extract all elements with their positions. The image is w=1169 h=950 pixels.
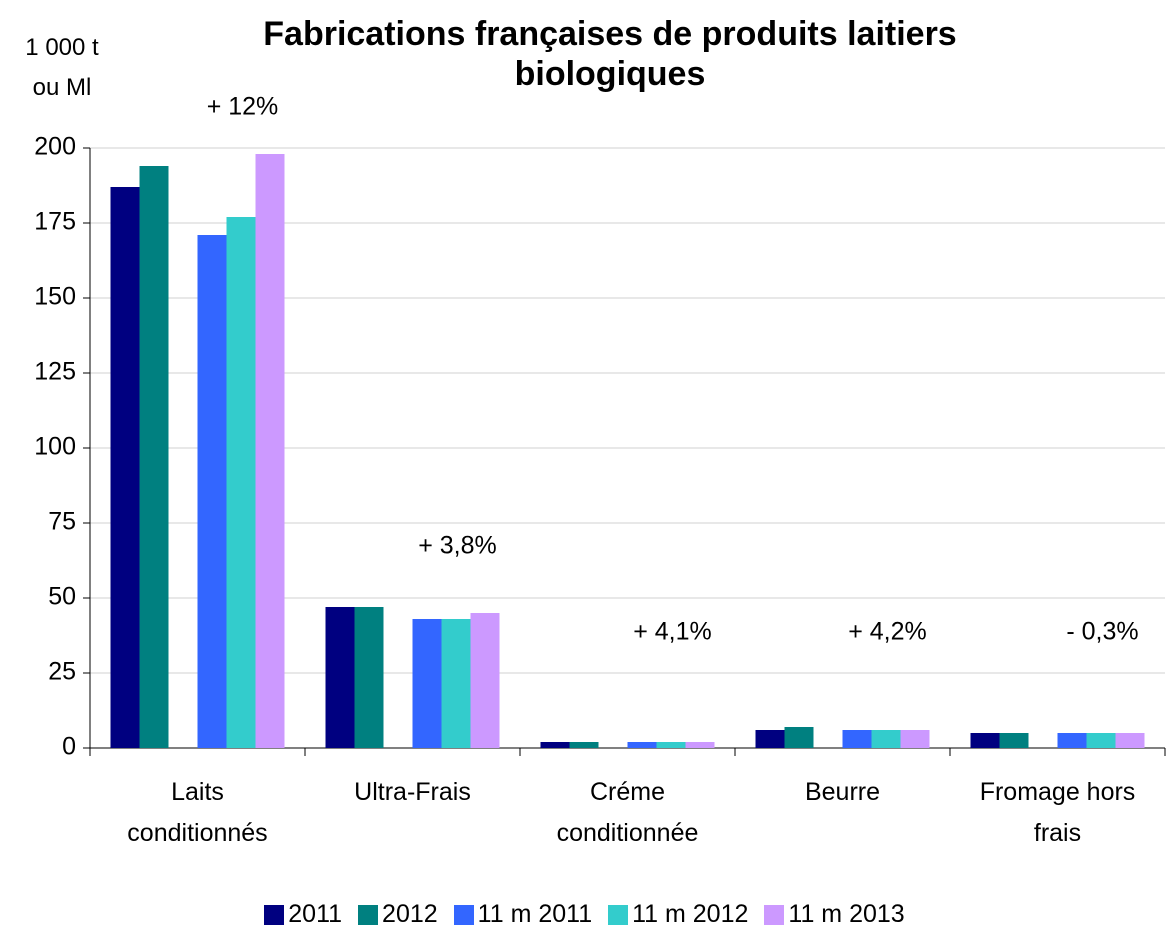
y-tick-label: 0 xyxy=(62,733,76,761)
x-tick-label: Ultra-Frais xyxy=(354,778,471,806)
bar xyxy=(784,727,814,748)
annotation: - 0,3% xyxy=(1066,618,1138,646)
legend-label: 11 m 2012 xyxy=(632,900,749,928)
annotation: + 3,8% xyxy=(418,532,497,560)
bar xyxy=(656,742,686,748)
bar xyxy=(226,217,256,748)
legend-item: 11 m 2012 xyxy=(608,900,748,929)
annotation: + 12% xyxy=(207,93,279,121)
bar xyxy=(412,619,442,748)
annotation: + 4,1% xyxy=(633,618,712,646)
y-tick-label: 25 xyxy=(48,658,76,686)
legend-swatch xyxy=(358,904,379,925)
legend: 2011 2012 11 m 2011 11 m 2012 11 m 2013 xyxy=(0,900,1169,929)
bar xyxy=(139,166,169,748)
y-tick-label: 75 xyxy=(48,508,76,536)
bar xyxy=(842,730,872,748)
legend-label: 2012 xyxy=(382,900,438,928)
annotation: + 4,2% xyxy=(848,618,927,646)
bar xyxy=(1086,733,1116,748)
legend-item: 2011 xyxy=(264,900,342,929)
legend-item: 11 m 2013 xyxy=(764,900,905,929)
bar xyxy=(255,154,285,748)
legend-label: 11 m 2013 xyxy=(788,900,905,928)
bar xyxy=(354,607,384,748)
bar xyxy=(999,733,1029,748)
bar xyxy=(970,733,1000,748)
bar xyxy=(110,187,140,748)
y-axis-label: 1 000 t ou Ml xyxy=(25,34,99,101)
chart-title: Fabrications françaises de produits lait… xyxy=(263,15,957,93)
x-tick-label: Laits conditionnés xyxy=(127,778,268,847)
bar xyxy=(569,742,599,748)
x-tick-label: Fromage hors frais xyxy=(979,778,1136,847)
bar xyxy=(540,742,570,748)
y-tick-label: 175 xyxy=(34,208,76,236)
bar xyxy=(755,730,785,748)
x-tick-label: Créme conditionnée xyxy=(556,778,699,847)
legend-swatch xyxy=(608,904,629,925)
y-tick-label: 200 xyxy=(34,133,76,161)
legend-item: 2012 xyxy=(358,900,438,929)
legend-swatch xyxy=(764,904,785,925)
y-tick-label: 50 xyxy=(48,583,76,611)
legend-label: 2011 xyxy=(288,900,343,928)
legend-label: 11 m 2011 xyxy=(477,900,593,928)
legend-swatch xyxy=(264,904,285,925)
bar xyxy=(1057,733,1087,748)
bar xyxy=(627,742,657,748)
bar xyxy=(685,742,715,748)
x-tick-label: Beurre xyxy=(804,778,881,806)
y-tick-label: 150 xyxy=(34,283,76,311)
bar xyxy=(197,235,227,748)
legend-swatch xyxy=(453,904,474,925)
y-tick-label: 125 xyxy=(34,358,76,386)
bar xyxy=(900,730,930,748)
y-tick-label: 100 xyxy=(34,433,76,461)
bar xyxy=(871,730,901,748)
bar xyxy=(470,613,500,748)
bar xyxy=(441,619,471,748)
legend-item: 11 m 2011 xyxy=(453,900,593,929)
bar xyxy=(325,607,355,748)
bar xyxy=(1115,733,1145,748)
